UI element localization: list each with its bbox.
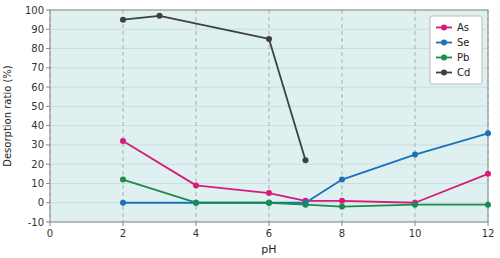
series-line: [123, 16, 306, 161]
legend-marker: [441, 55, 447, 61]
point: [266, 36, 272, 42]
axes: 024681012-100102030405060708090100: [25, 5, 494, 240]
point: [120, 200, 126, 206]
y-tick: [46, 48, 50, 49]
y-tick-label: 70: [31, 62, 44, 73]
point: [120, 17, 126, 23]
point: [120, 177, 126, 183]
series-line: [123, 141, 488, 203]
legend-marker: [441, 40, 447, 46]
x-tick: [342, 222, 343, 226]
grid-line-x: [415, 10, 416, 222]
legend-box: [430, 16, 482, 84]
series: [120, 13, 309, 164]
point: [339, 198, 345, 204]
x-tick-label: 8: [339, 228, 345, 239]
plot-background: [50, 10, 488, 222]
x-tick: [415, 222, 416, 226]
x-tick: [123, 222, 124, 226]
series-group: [120, 13, 491, 210]
point: [157, 13, 163, 19]
y-tick: [46, 222, 50, 223]
legend-marker: [441, 70, 447, 76]
y-tick: [46, 106, 50, 107]
plot-frame: [50, 10, 488, 222]
y-tick: [46, 87, 50, 88]
x-tick: [269, 222, 270, 226]
grid-line-y: [50, 183, 488, 184]
y-tick-label: 100: [25, 5, 44, 16]
grid-line-y: [50, 106, 488, 107]
y-tick: [46, 183, 50, 184]
x-tick-label: 6: [266, 228, 272, 239]
y-tick-label: 40: [31, 120, 44, 131]
y-tick-label: -10: [28, 217, 44, 228]
point: [266, 200, 272, 206]
legend-label: Pb: [457, 52, 469, 63]
point: [266, 200, 272, 206]
x-tick: [488, 222, 489, 226]
point: [485, 202, 491, 208]
point: [303, 157, 309, 163]
point: [193, 182, 199, 188]
legend-marker: [441, 25, 447, 31]
y-tick-label: 50: [31, 101, 44, 112]
y-tick-label: 10: [31, 178, 44, 189]
y-tick: [46, 29, 50, 30]
x-tick-label: 10: [409, 228, 422, 239]
y-tick: [46, 144, 50, 145]
grid-line-x: [196, 10, 197, 222]
series-line: [123, 133, 488, 202]
point: [412, 202, 418, 208]
grid-line-x: [123, 10, 124, 222]
chart: 024681012-100102030405060708090100pHDeso…: [0, 0, 500, 258]
x-tick-label: 2: [120, 228, 126, 239]
x-axis-label: pH: [261, 243, 276, 256]
grid: [50, 10, 488, 222]
point: [485, 171, 491, 177]
y-tick: [46, 125, 50, 126]
y-tick-label: 0: [38, 197, 44, 208]
point: [485, 130, 491, 136]
point: [303, 202, 309, 208]
point: [266, 190, 272, 196]
point: [193, 200, 199, 206]
legend-label: Se: [457, 37, 470, 48]
x-tick-label: 4: [193, 228, 199, 239]
point: [120, 138, 126, 144]
y-tick-label: 80: [31, 43, 44, 54]
series: [120, 177, 491, 210]
y-tick: [46, 164, 50, 165]
y-tick: [46, 67, 50, 68]
legend-label: Cd: [457, 67, 470, 78]
x-tick: [196, 222, 197, 226]
y-tick-label: 90: [31, 24, 44, 35]
x-tick-label: 0: [47, 228, 53, 239]
y-tick-label: 60: [31, 82, 44, 93]
y-tick: [46, 10, 50, 11]
legend-label: As: [457, 22, 469, 33]
point: [193, 200, 199, 206]
series: [120, 130, 491, 205]
y-axis-label: Desorption ratio (%): [2, 65, 13, 167]
x-tick-label: 12: [482, 228, 495, 239]
x-tick: [50, 222, 51, 226]
point: [339, 177, 345, 183]
point: [412, 152, 418, 158]
point: [339, 204, 345, 210]
y-tick: [46, 202, 50, 203]
legend: As Se Pb Cd: [430, 16, 482, 84]
grid-line-x: [342, 10, 343, 222]
y-tick-label: 30: [31, 139, 44, 150]
y-tick-label: 20: [31, 159, 44, 170]
grid-line-y: [50, 29, 488, 30]
